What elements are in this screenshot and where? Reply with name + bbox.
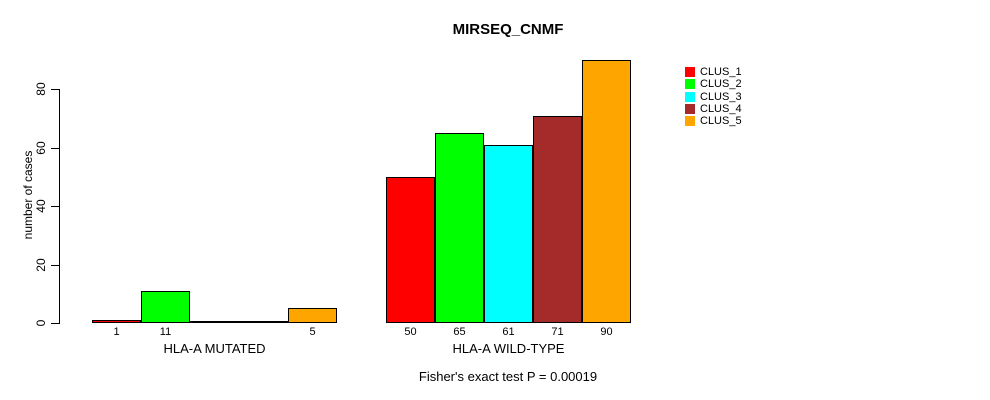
legend-swatch-clus_4: [685, 103, 695, 114]
bar-value-label: 61: [502, 326, 515, 338]
bar-clus_5-hla-a-wild-type: [582, 60, 631, 323]
group-label-hla-a-mutated: HLA-A MUTATED: [163, 341, 266, 356]
bar-value-label: 1: [113, 326, 120, 338]
legend-item-clus_3: CLUS_3: [685, 91, 742, 103]
bar-clus_2-hla-a-mutated: [141, 291, 190, 323]
bar-clus_1-hla-a-wild-type: [386, 177, 435, 323]
bar-value-label: 90: [600, 326, 613, 338]
bar-clus_1-hla-a-mutated: [92, 320, 141, 323]
legend-label: CLUS_2: [700, 78, 742, 91]
bar-value-label: 11: [159, 326, 172, 338]
legend-item-clus_5: CLUS_5: [685, 115, 742, 127]
fisher-test-annotation: Fisher's exact test P = 0.00019: [418, 369, 598, 384]
y-axis-tick-label: 80: [34, 82, 48, 97]
bar-clus_4-hla-a-wild-type: [533, 116, 582, 323]
chart-title: MIRSEQ_CNMF: [452, 21, 564, 38]
y-axis-tick-label: 60: [34, 141, 48, 155]
group-baseline: [92, 321, 337, 323]
legend-item-clus_4: CLUS_4: [685, 103, 742, 115]
legend-item-clus_1: CLUS_1: [685, 66, 742, 78]
y-axis-line: [59, 89, 60, 324]
legend-item-clus_2: CLUS_2: [685, 78, 742, 90]
bar-clus_3-hla-a-wild-type: [484, 145, 533, 323]
y-axis-tick-label: 20: [34, 257, 48, 272]
bar-clus_5-hla-a-mutated: [288, 308, 337, 323]
legend-swatch-clus_2: [685, 79, 695, 90]
bar-value-label: 71: [551, 326, 564, 338]
legend-label: CLUS_3: [700, 90, 742, 103]
bar-value-label: 5: [309, 326, 316, 338]
legend-label: CLUS_1: [700, 66, 742, 78]
y-axis-tick-label: 40: [34, 199, 48, 213]
legend-swatch-clus_3: [685, 91, 695, 102]
y-axis-tick: [51, 89, 59, 91]
legend: CLUS_1 CLUS_2 CLUS_3 CLUS_4 CLUS_5: [685, 66, 742, 127]
y-axis-tick: [51, 206, 59, 208]
bar-clus_2-hla-a-wild-type: [435, 133, 484, 323]
group-label-hla-a-wild-type: HLA-A WILD-TYPE: [452, 341, 565, 356]
y-axis-tick: [51, 323, 59, 324]
legend-swatch-clus_1: [685, 67, 695, 77]
y-axis-tick: [51, 264, 59, 266]
bar-value-label: 50: [404, 326, 417, 338]
legend-label: CLUS_5: [700, 115, 742, 128]
y-axis-tick: [51, 147, 59, 149]
bar-value-label: 65: [453, 326, 466, 338]
y-axis-tick-label: 0: [34, 319, 48, 327]
legend-swatch-clus_5: [685, 116, 695, 127]
legend-label: CLUS_4: [700, 102, 742, 115]
